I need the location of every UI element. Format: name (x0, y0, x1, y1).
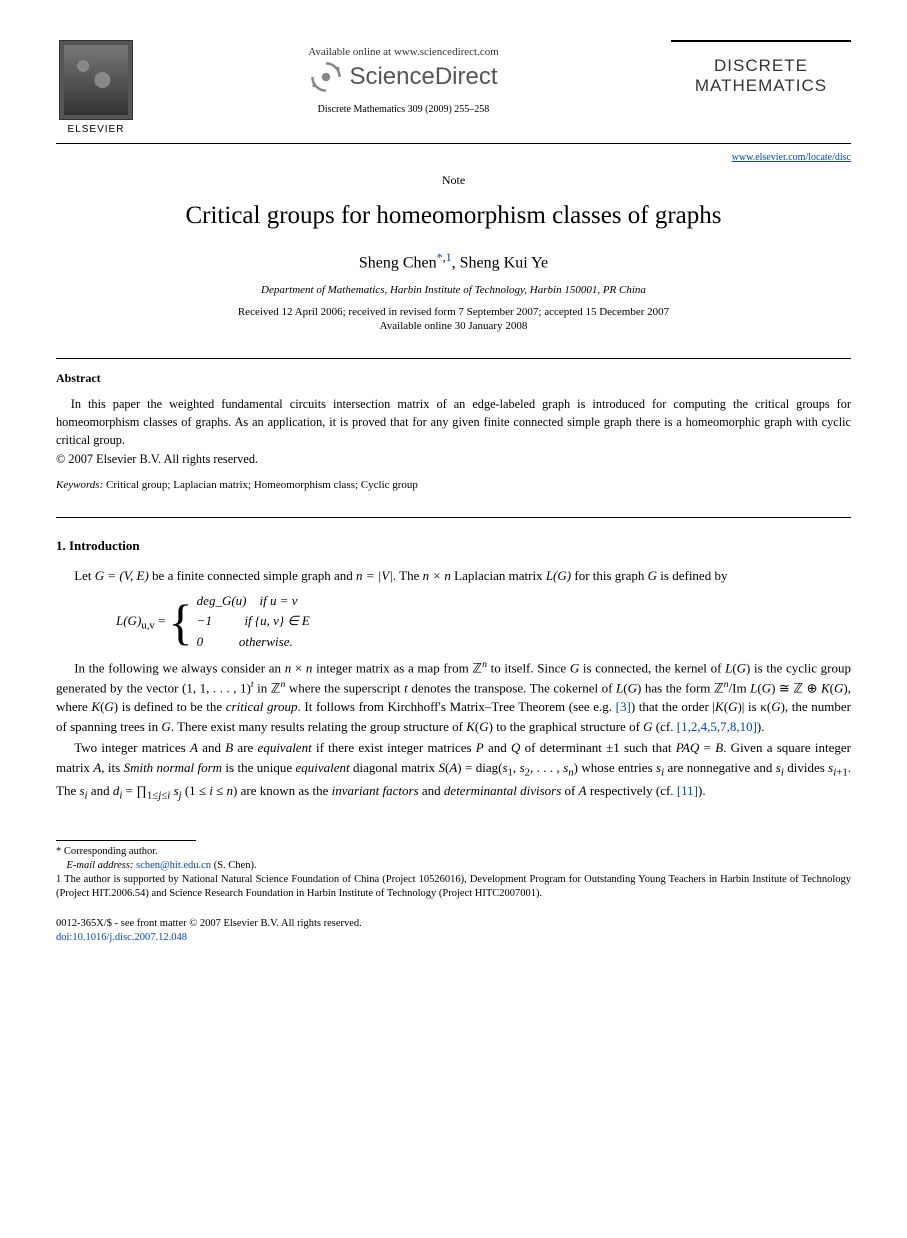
header-center: Available online at www.sciencedirect.co… (136, 40, 671, 115)
article-history-line1: Received 12 April 2006; received in revi… (56, 306, 851, 318)
author-2-name: , Sheng Kui Ye (452, 254, 548, 271)
math-lhs: L(G)u,v = (116, 613, 169, 628)
available-online-text: Available online at www.sciencedirect.co… (136, 46, 671, 58)
math-eq: = (155, 613, 169, 628)
author-email-link[interactable]: schen@hit.edu.cn (133, 860, 211, 871)
ref-link-3[interactable]: [3] (616, 699, 631, 714)
ref-link-multi-1[interactable]: [1,2,4,5,7,8,10] (677, 719, 757, 734)
journal-name-line2: MATHEMATICS (671, 76, 851, 96)
p1-f: n × n (423, 568, 451, 583)
p1-c: be a finite connected simple graph and (149, 568, 356, 583)
p1-g: Laplacian matrix (451, 568, 546, 583)
page-footer: 0012-365X/$ - see front matter © 2007 El… (56, 917, 851, 945)
doi-line: doi:10.1016/j.disc.2007.12.048 (56, 931, 851, 945)
p1-j: G (648, 568, 657, 583)
article-title: Critical groups for homeomorphism classe… (56, 202, 851, 230)
header-rule (56, 143, 851, 144)
abstract-copyright: © 2007 Elsevier B.V. All rights reserved… (56, 452, 851, 467)
sciencedirect-swirl-icon (309, 60, 343, 94)
affiliation: Department of Mathematics, Harbin Instit… (56, 284, 851, 296)
article-history-line2: Available online 30 January 2008 (56, 320, 851, 332)
keywords: Keywords: Critical group; Laplacian matr… (56, 479, 851, 491)
section-1-heading: 1. Introduction (56, 538, 851, 554)
math-lhs-sym: L(G) (116, 613, 141, 628)
publisher-logo-block: ELSEVIER (56, 40, 136, 135)
ref-link-11[interactable]: [11] (677, 783, 698, 798)
corresponding-author-footnote: * Corresponding author. (56, 845, 851, 859)
journal-name: DISCRETE MATHEMATICS (671, 56, 851, 95)
journal-name-line1: DISCRETE (671, 56, 851, 76)
keywords-label: Keywords: (56, 479, 103, 491)
footnote-rule (56, 840, 196, 841)
author-1-corr-marker[interactable]: * (437, 250, 443, 264)
p1-k: is defined by (657, 568, 727, 583)
intro-paragraph-2: In the following we always consider an n… (56, 658, 851, 737)
math-row-1: deg_G(u) if u = v (197, 591, 310, 611)
p1-h: L(G) (546, 568, 571, 583)
doi-link[interactable]: 10.1016/j.disc.2007.12.048 (72, 932, 187, 943)
p1-d: n = |V| (356, 568, 393, 583)
elsevier-tree-icon (59, 40, 133, 120)
p1-a: Let (74, 568, 95, 583)
laplacian-definition: L(G)u,v = { deg_G(u) if u = v −1 if {u, … (116, 591, 851, 651)
author-list: Sheng Chen*,1, Sheng Kui Ye (56, 250, 851, 272)
intro-paragraph-3: Two integer matrices A and B are equival… (56, 738, 851, 803)
email-footnote: E-mail address: schen@hit.edu.cn (S. Che… (56, 859, 851, 873)
journal-homepage-link[interactable]: www.elsevier.com/locate/disc (56, 152, 851, 163)
header-right: DISCRETE MATHEMATICS (671, 40, 851, 95)
article-type: Note (56, 173, 851, 188)
abstract-text: In this paper the weighted fundamental c… (56, 396, 851, 449)
keywords-list: Critical group; Laplacian matrix; Homeom… (103, 479, 418, 491)
sciencedirect-text: ScienceDirect (349, 63, 497, 91)
p1-i: for this graph (571, 568, 648, 583)
abstract-bottom-rule (56, 517, 851, 518)
email-label: E-mail address: (67, 860, 134, 871)
math-sub: u,v (141, 619, 155, 631)
p1-e: . The (393, 568, 423, 583)
author-1-name: Sheng Chen (359, 254, 437, 271)
abstract-top-rule (56, 358, 851, 359)
page-header: ELSEVIER Available online at www.science… (56, 40, 851, 135)
math-row-3: 0 otherwise. (197, 632, 310, 652)
left-brace-icon: { (169, 602, 193, 642)
front-matter-line: 0012-365X/$ - see front matter © 2007 El… (56, 917, 851, 931)
sciencedirect-logo: ScienceDirect (136, 60, 671, 94)
abstract-heading: Abstract (56, 371, 851, 386)
doi-label: doi: (56, 932, 72, 943)
funding-footnote: 1 The author is supported by National Na… (56, 873, 851, 901)
header-top-rule (671, 40, 851, 42)
p1-b: G = (V, E) (95, 568, 149, 583)
math-cases: deg_G(u) if u = v −1 if {u, v} ∈ E 0 oth… (197, 591, 310, 651)
intro-paragraph-1: Let G = (V, E) be a finite connected sim… (56, 566, 851, 586)
journal-reference: Discrete Mathematics 309 (2009) 255–258 (136, 104, 671, 115)
publisher-name: ELSEVIER (68, 124, 125, 135)
math-row-2: −1 if {u, v} ∈ E (197, 611, 310, 631)
email-attribution: (S. Chen). (211, 860, 257, 871)
